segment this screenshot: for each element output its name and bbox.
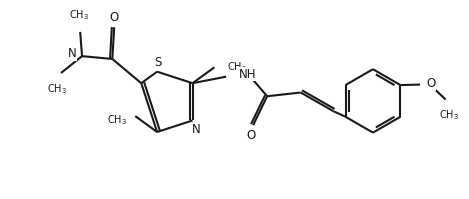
Text: O: O xyxy=(426,77,435,90)
Text: CH$_3$: CH$_3$ xyxy=(69,8,89,22)
Text: N: N xyxy=(191,123,200,136)
Text: CH$_3$: CH$_3$ xyxy=(107,113,127,127)
Text: N: N xyxy=(68,47,76,60)
Text: S: S xyxy=(154,56,161,69)
Text: CH$_3$: CH$_3$ xyxy=(439,108,460,122)
Text: O: O xyxy=(110,11,119,24)
Text: NH: NH xyxy=(239,68,257,81)
Text: CH$_3$: CH$_3$ xyxy=(227,60,248,74)
Text: CH$_3$: CH$_3$ xyxy=(47,82,68,96)
Text: O: O xyxy=(246,129,256,142)
